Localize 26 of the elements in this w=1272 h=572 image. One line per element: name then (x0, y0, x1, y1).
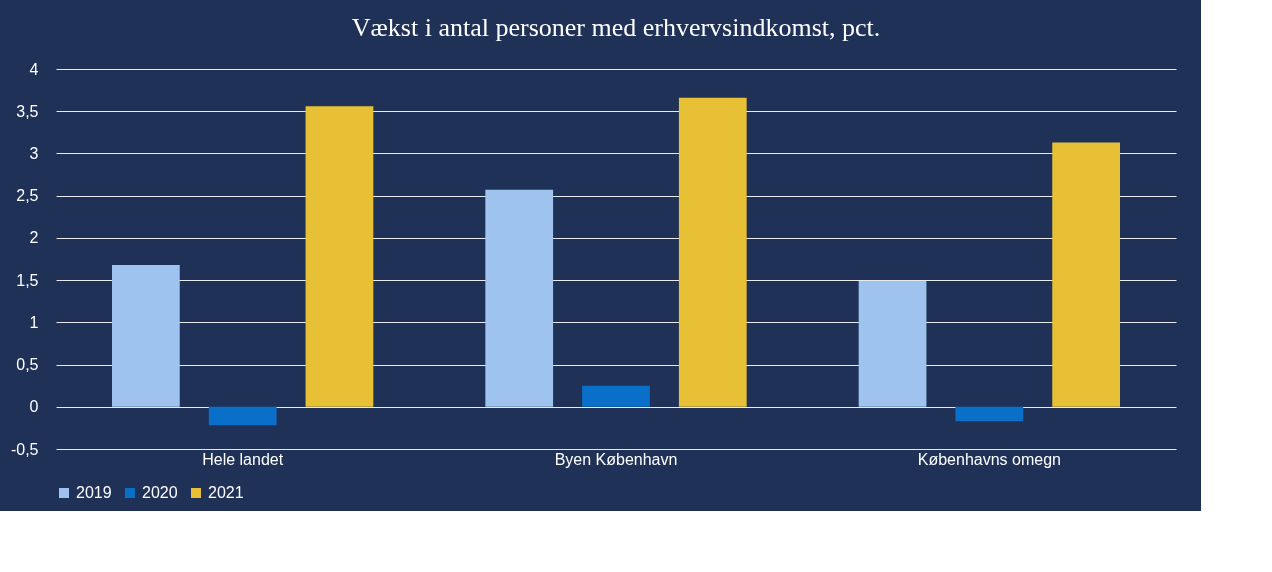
y-tick-label: 0 (29, 398, 39, 416)
y-tick-label: 2,5 (16, 187, 39, 205)
x-tick-label: Hele landet (202, 450, 284, 468)
y-tick-label: 3 (29, 144, 39, 162)
bar (678, 97, 747, 407)
y-tick-label: 1,5 (16, 271, 39, 289)
bar (112, 264, 180, 407)
bar (582, 385, 650, 407)
y-tick-label: -0,5 (10, 440, 39, 458)
y-tick-label: 4 (29, 60, 39, 78)
y-tick-label: 1 (29, 313, 39, 331)
bar (1052, 142, 1120, 407)
bar (208, 406, 277, 426)
chart-title: Vækst i antal personer med erhvervsindkomst, pct. (351, 13, 881, 42)
legend-label: 2019 (76, 484, 112, 501)
legend-label: 2020 (142, 484, 178, 501)
legend-label: 2021 (208, 484, 244, 501)
x-tick-label: Byen København (554, 450, 678, 468)
x-tick-label: Københavns omegn (917, 450, 1061, 468)
bar (955, 406, 1024, 422)
y-tick-label: 0,5 (16, 356, 39, 374)
y-tick-label: 3,5 (16, 102, 39, 120)
y-tick-label: 2 (29, 229, 39, 247)
bar (485, 189, 554, 407)
bar (858, 280, 927, 407)
bar (305, 106, 374, 407)
